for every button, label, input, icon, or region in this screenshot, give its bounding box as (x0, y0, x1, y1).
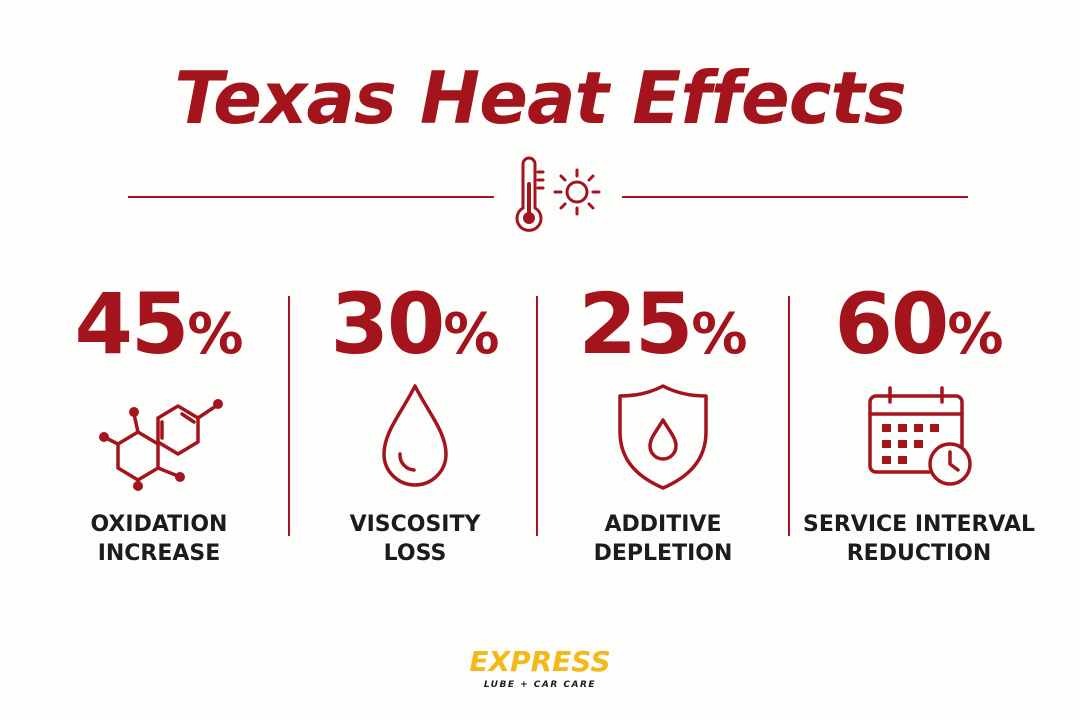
column-divider (536, 296, 538, 536)
heat-hero-icon (515, 156, 601, 232)
title-rule-left (128, 196, 494, 198)
stat-oxidation: 45% OXIDATION INCREASE (34, 282, 284, 582)
shield-drop-icon (618, 384, 708, 490)
title-rule-right (622, 196, 968, 198)
sun-icon (553, 168, 601, 216)
calendar-clock-icon (868, 386, 972, 486)
stat-service-interval: 60% SERVICE INTERVAL REDUCTION (794, 282, 1044, 582)
stat-label: VISCOSITY LOSS (349, 512, 481, 566)
column-divider (288, 296, 290, 536)
stat-label: SERVICE INTERVAL REDUCTION (802, 512, 1035, 566)
page-title: Texas Heat Effects (174, 56, 906, 140)
stat-value: 60% (834, 275, 1004, 373)
stat-value: 45% (74, 275, 244, 373)
express-logo: EXPRESS LUBE + CAR CARE (440, 648, 640, 698)
logo-tagline: LUBE + CAR CARE (483, 680, 597, 690)
stat-label: OXIDATION INCREASE (90, 512, 228, 566)
thermometer-icon (515, 156, 545, 232)
molecule-icon (99, 399, 223, 491)
stat-viscosity: 30% VISCOSITY LOSS (290, 282, 540, 582)
logo-wordmark: EXPRESS (469, 645, 611, 678)
stat-additive: 25% ADDITIVE DEPLETION (538, 282, 788, 582)
column-divider (788, 296, 790, 536)
stat-label: ADDITIVE DEPLETION (593, 512, 733, 566)
stat-value: 30% (330, 275, 500, 373)
oil-drop-icon (382, 384, 448, 487)
stat-value: 25% (578, 275, 748, 373)
